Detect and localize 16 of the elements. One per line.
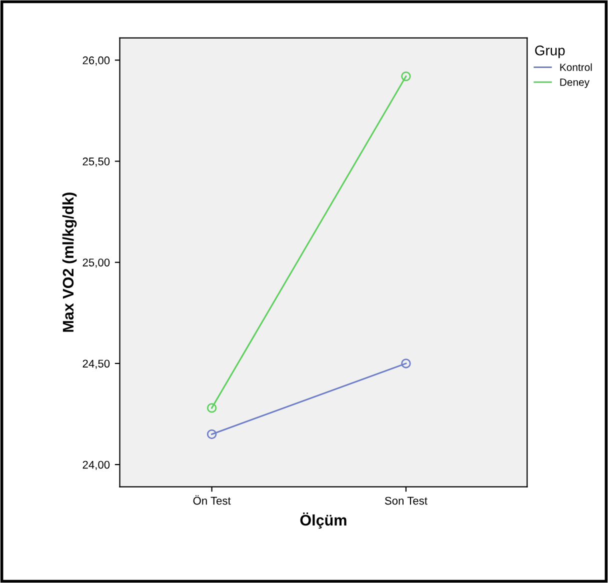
point — [206, 429, 217, 440]
point — [401, 71, 411, 82]
x-tick-label: Ön Test — [193, 495, 231, 505]
legend-label: Kontrol — [560, 63, 592, 71]
point — [206, 403, 217, 413]
y-tick-label: 24,00 — [82, 460, 110, 470]
x-axis-title: Ölçüm — [300, 512, 346, 529]
y-tick-label: 25,00 — [82, 258, 110, 268]
x-tick-label: Son Test — [384, 496, 428, 505]
legend-title: Grup — [535, 46, 565, 58]
y-tick-label: 24,50 — [82, 360, 110, 369]
y-tick-label: 25,50 — [82, 158, 110, 167]
point — [401, 358, 411, 368]
legend-label: Deney — [560, 78, 590, 88]
y-tick-label: 26,00 — [82, 56, 110, 66]
y-axis-title: Max VO2 (ml/kg/dk) — [62, 192, 77, 332]
